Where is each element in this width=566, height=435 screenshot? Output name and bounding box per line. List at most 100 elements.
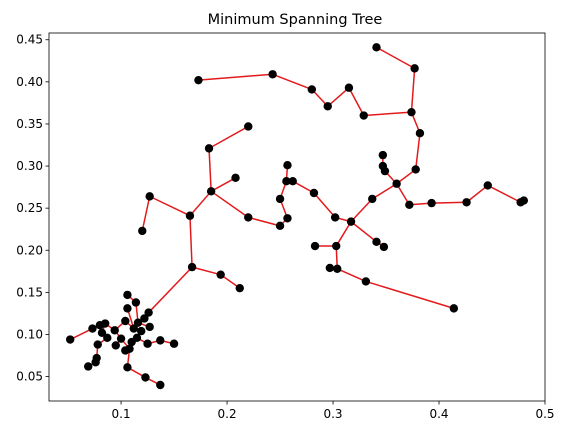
mst-edge [348,87,365,116]
data-point [141,373,150,382]
data-point [275,221,285,231]
plot-frame [48,32,546,402]
data-point [103,333,112,343]
mst-edge [189,215,193,268]
data-point [462,198,471,207]
data-point [368,194,377,204]
mst-edge [313,192,336,218]
data-point [121,316,130,326]
y-axis-ticks: 0.05 0.10 0.15 0.20 0.25 0.30 0.35 0.40 0.45 [16,33,49,384]
data-point [137,326,146,336]
data-point [310,241,320,251]
mst-edge [149,195,191,217]
data-point [410,64,419,73]
mst-edge [336,268,367,283]
data-point [392,179,401,188]
data-point [111,341,120,350]
x-tick-label: 0.3 [323,407,342,421]
y-tick-label: 0.10 [16,327,43,341]
x-tick-label: 0.4 [429,407,448,421]
data-point [206,187,216,196]
data-point [143,339,152,348]
mst-edge [431,201,467,204]
y-tick-label: 0.40 [16,75,43,89]
y-tick-label: 0.25 [16,201,43,215]
data-point [231,173,240,183]
data-point [123,363,132,372]
data-point [330,213,340,222]
data-point [372,237,381,247]
data-point [288,177,297,186]
mst-edge [208,148,212,192]
data-point [519,196,529,205]
data-point [380,166,390,176]
data-point [145,322,154,332]
data-point [93,340,102,349]
data-point [359,111,368,120]
data-point [323,102,332,111]
data-point [132,333,142,343]
y-tick-label: 0.30 [16,159,43,173]
mst-edge [487,184,521,203]
data-point [282,177,291,186]
data-point [88,324,97,333]
data-point [244,213,253,222]
data-point [275,194,285,204]
data-point [307,85,317,94]
data-point [309,188,319,198]
mst-edge [191,266,221,276]
y-tick-label: 0.20 [16,243,43,257]
mst-edge [148,266,193,314]
data-point [333,264,342,273]
mst-edge [208,125,249,150]
data-point [415,129,425,138]
data-point [144,308,153,317]
mst-edge [198,73,273,81]
mst-edge [371,183,398,200]
y-tick-label: 0.35 [16,117,43,131]
chart-title: Minimum Spanning Tree [208,12,383,28]
y-tick-label: 0.15 [16,285,43,299]
data-point [244,122,253,131]
x-axis-ticks: 0.1 0.2 0.3 0.4 0.5 [112,401,555,421]
data-point [84,362,93,371]
mst-edge [365,280,455,310]
data-point [95,321,105,330]
data-point [283,161,292,170]
data-point [145,192,154,201]
mst-edge [350,221,377,243]
mst-edge [466,184,489,203]
mst-edge [272,73,313,91]
data-point [427,198,436,208]
data-point [187,262,197,272]
x-tick-label: 0.2 [218,407,237,421]
y-tick-label: 0.45 [16,33,43,47]
data-point [378,150,388,160]
mst-edge [248,216,281,227]
data-point [97,328,107,337]
data-point [325,263,335,273]
data-point [110,326,119,335]
mst-edge [210,190,249,219]
data-point [65,335,75,344]
data-point [194,75,203,85]
x-tick-label: 0.5 [535,407,554,421]
data-point [268,70,277,79]
data-point [372,43,381,52]
data-point [169,339,179,348]
data-point [344,83,354,92]
data-points [65,43,529,390]
mst-edge [376,46,416,70]
mst-edge [414,133,421,170]
data-point [123,304,132,313]
data-point [346,217,356,226]
data-point [138,226,147,236]
mst-edge [141,196,151,232]
data-point [361,277,371,286]
data-point [283,214,292,223]
y-tick-label: 0.05 [16,370,43,384]
mst-edge [327,87,350,107]
data-point [116,334,126,343]
mst-edge [210,177,236,192]
